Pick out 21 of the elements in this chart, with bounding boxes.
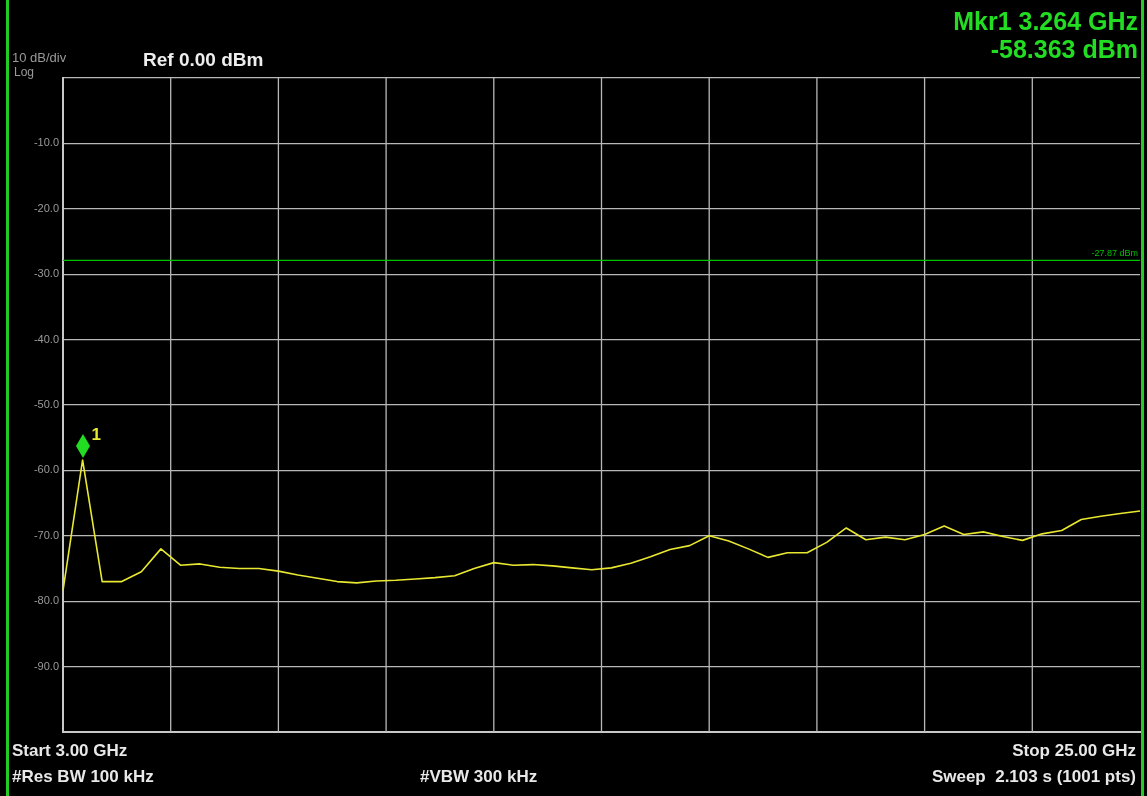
- text: Log: [14, 65, 35, 79]
- text: Start 3.00 GHz: [12, 741, 128, 760]
- y-tick-label: -60.0: [33, 463, 59, 476]
- y-tick-label: -40.0: [33, 332, 59, 345]
- y-tick-label: -90.0: [33, 659, 59, 672]
- y-tick-label: -70.0: [33, 528, 59, 541]
- text: Mkr1 3.264 GHz: [953, 7, 1138, 35]
- y-tick-label: -50.0: [33, 398, 59, 411]
- text: Sweep 2.103 s (1001 pts): [931, 767, 1136, 786]
- text: -58.363 dBm: [990, 35, 1138, 63]
- text: #VBW 300 kHz: [420, 767, 538, 786]
- annotation: 1: [91, 424, 102, 444]
- text: Stop 25.00 GHz: [1012, 741, 1136, 760]
- y-tick-label: -30.0: [33, 267, 59, 280]
- text: 10 dB/div: [12, 50, 67, 65]
- y-tick-label: -80.0: [33, 594, 59, 607]
- ref-line-label: -27.87 dBm: [1091, 248, 1138, 259]
- y-tick-label: -20.0: [33, 201, 59, 214]
- chart-title: Ref 0.00 dBm: [143, 49, 264, 70]
- text: #Res BW 100 kHz: [12, 767, 154, 786]
- y-tick-label: -10.0: [33, 136, 59, 149]
